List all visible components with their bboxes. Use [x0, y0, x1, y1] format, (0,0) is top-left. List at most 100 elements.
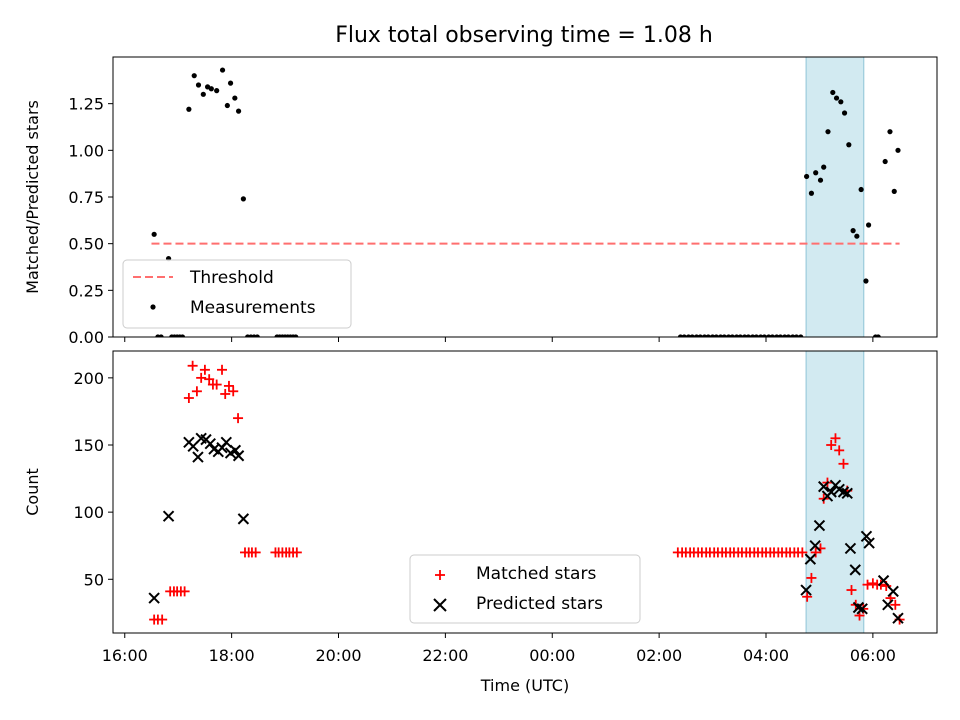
measurement-point [838, 99, 844, 105]
predicted-marker-b [849, 564, 861, 576]
measurement-point [854, 233, 860, 239]
measurement-point [882, 158, 888, 165]
predicted-star-point [809, 540, 821, 552]
predicted-star-point [837, 486, 850, 498]
matched-star-point [223, 380, 234, 391]
y-tick-label: 0.25 [68, 281, 104, 300]
predicted-star-point [887, 585, 899, 598]
predicted-star-point [148, 592, 160, 604]
measurement-point [224, 102, 230, 109]
y-tick-label: 150 [73, 436, 104, 455]
y-axis-label: Count [23, 468, 42, 516]
predicted-star-point [162, 510, 175, 522]
legend: Matched stars Predicted stars [409, 554, 641, 624]
measurement-point [798, 334, 804, 337]
measurement-point [850, 228, 856, 234]
measurement-point [887, 129, 893, 135]
matched-star-point [211, 379, 222, 390]
measurement-point [235, 108, 242, 114]
x-tick-label: 20:00 [315, 646, 361, 665]
legend-matched-label: Matched stars [476, 564, 596, 584]
measurement-point [769, 334, 776, 337]
measurement-point [200, 91, 206, 97]
y-tick-label: 0.50 [68, 235, 104, 254]
measurement-point [821, 164, 827, 170]
measurement-point [866, 222, 872, 228]
legend-matched-swatch [435, 570, 445, 580]
top-panel: 0.00 0.25 0.50 0.75 1.00 1.25 Matched/Predicte… [23, 56, 938, 347]
x-tick-label: 02:00 [636, 646, 682, 665]
matched-star-point [191, 386, 202, 397]
x-tick-label: 18:00 [209, 646, 255, 665]
matched-star-point [183, 393, 194, 403]
measurement-point [895, 147, 901, 153]
matched-star-point [846, 585, 857, 596]
predicted-star-point [813, 519, 826, 532]
measurement-point [240, 196, 246, 202]
matched-star-point [228, 386, 239, 397]
predicted-marker-b [887, 585, 899, 598]
bottom-panel: 50 100 150 200 16:00 18:00 20:00 22:00 00:00 02:0… [23, 350, 938, 695]
matched-star-point [196, 372, 207, 383]
legend-box [409, 554, 641, 624]
predicted-star-point [841, 487, 853, 500]
predicted-star-point [804, 553, 817, 565]
x-axis-label: Time (UTC) [480, 676, 569, 695]
predicted-marker-b [809, 540, 821, 552]
matched-star-point [217, 364, 228, 375]
legend-predicted-b [433, 598, 447, 612]
predicted-marker-b [800, 584, 812, 596]
measurement-point [713, 334, 719, 337]
matched-star-point [830, 433, 841, 444]
predicted-star-point [232, 450, 245, 462]
predicted-star-point [825, 486, 837, 498]
legend-measurement-label: Measurements [190, 298, 316, 318]
measurement-point [227, 80, 234, 86]
y-tick-label: 0.00 [68, 328, 104, 347]
predicted-star-point [220, 436, 232, 449]
predicted-star-point [856, 603, 868, 615]
predicted-marker-b [162, 510, 175, 522]
matched-star-point [233, 413, 244, 424]
predicted-star-point [877, 574, 890, 587]
predicted-marker-b [825, 486, 837, 498]
legend-box [122, 259, 352, 329]
predicted-star-point [800, 584, 812, 596]
x-tick-label: 22:00 [422, 646, 468, 665]
measurement-point [293, 334, 299, 337]
measurement-point [721, 334, 727, 337]
measurement-point [761, 334, 767, 337]
predicted-star-point [237, 513, 250, 525]
matched-star-point [179, 586, 190, 597]
predicted-marker-b [818, 480, 830, 493]
matched-star-point [187, 360, 198, 371]
predicted-star-point [852, 601, 865, 614]
measurement-point [841, 110, 848, 116]
measurement-point [745, 334, 751, 337]
x-tick-label: 00:00 [529, 646, 575, 665]
measurement-point [804, 173, 810, 180]
predicted-star-point [860, 530, 873, 543]
predicted-marker-b [148, 592, 160, 604]
y-tick-label: 0.75 [68, 188, 104, 207]
legend-predicted-swatch [433, 598, 447, 612]
predicted-marker-b [237, 513, 250, 525]
measurement-point [737, 334, 743, 337]
observing-window-span [805, 56, 865, 338]
measurement-point [219, 67, 226, 73]
matched-star-point [220, 388, 231, 399]
predicted-star-point [229, 444, 242, 457]
measurement-point [785, 334, 792, 337]
predicted-marker-b [863, 537, 875, 549]
predicted-marker-b [852, 601, 865, 614]
predicted-star-point [892, 612, 904, 624]
x-tick-label: 04:00 [743, 646, 789, 665]
matched-star-point [250, 547, 261, 558]
matched-star-point [838, 458, 849, 469]
measurement-point [689, 334, 695, 337]
matched-star-point [834, 445, 845, 456]
matched-star-point [862, 579, 873, 590]
predicted-marker-b [860, 530, 873, 543]
measurement-point [875, 334, 881, 337]
predicted-star-point [882, 599, 894, 611]
